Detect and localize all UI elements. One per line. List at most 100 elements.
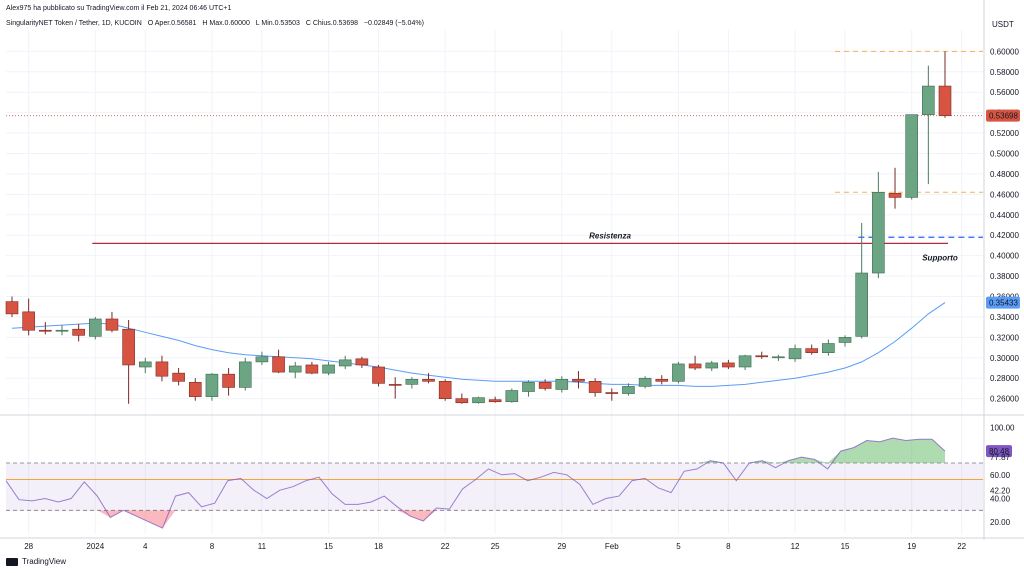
candle-up: [922, 85, 935, 115]
candle-up: [838, 337, 852, 343]
ma-value-badge-bg: [986, 296, 1020, 309]
price-tick-label: 0.40000: [990, 252, 1019, 261]
candle-down: [655, 378, 669, 382]
last-price-badge: 0.53698: [989, 112, 1018, 121]
price-tick-label: 0.48000: [990, 170, 1019, 179]
price-tick-label: 0.42000: [990, 231, 1019, 240]
candle-down: [688, 363, 702, 369]
candle-up: [738, 355, 752, 368]
price-tick-label: 0.52000: [990, 129, 1019, 138]
candle-down: [272, 356, 285, 373]
candle-up: [822, 343, 835, 354]
candle-up: [138, 361, 152, 368]
candle-up: [522, 382, 535, 392]
time-tick-label: 22: [441, 542, 450, 551]
candle-up: [322, 364, 335, 374]
rsi-value-badge-bg: [986, 445, 1012, 458]
candle-down: [438, 381, 452, 399]
candle-up: [55, 329, 69, 332]
candle-down: [755, 355, 769, 358]
candle-up: [405, 378, 419, 385]
price-tick-label: 0.32000: [990, 333, 1019, 342]
open-value: O Aper.0.56581: [147, 20, 197, 27]
time-tick-label: 19: [907, 542, 916, 551]
candle-down: [422, 378, 435, 382]
candle-down: [888, 193, 902, 198]
candle-up: [555, 378, 569, 390]
candle-down: [938, 85, 952, 116]
candle-down: [488, 399, 502, 403]
candle-up: [505, 390, 519, 403]
symbol-name[interactable]: SingularityNET Token / Tether, 1D, KUCOI…: [6, 20, 142, 27]
time-tick-label: 15: [841, 542, 850, 551]
time-tick-label: 12: [791, 542, 800, 551]
rsi-line: [5, 437, 946, 529]
candle-up: [855, 272, 868, 337]
candle-down: [722, 362, 735, 368]
price-tick-label: 0.58000: [990, 68, 1019, 77]
price-tick-label: 0.34000: [990, 313, 1019, 322]
time-tick-label: 4: [143, 542, 148, 551]
candle-up: [238, 361, 252, 388]
price-tick-label: 0.60000: [990, 47, 1019, 56]
candle-up: [672, 363, 685, 382]
candle-up: [788, 348, 802, 360]
candle-up: [872, 192, 885, 274]
resistance-label: Resistenza: [589, 231, 631, 240]
candle-down: [372, 366, 385, 384]
candle-up: [638, 377, 652, 387]
candle-up: [255, 356, 269, 363]
candle-down: [188, 382, 202, 397]
candle-up: [205, 373, 219, 397]
time-tick-label: 8: [210, 542, 215, 551]
candle-up: [622, 386, 635, 394]
rsi-overbought-fill: [6, 438, 945, 463]
brand-label: TradingView: [22, 557, 67, 566]
last-price-badge-bg: [986, 109, 1020, 122]
time-tick-label: 29: [557, 542, 566, 551]
candle-up: [288, 365, 302, 373]
support-label: Supporto: [922, 253, 958, 262]
tradingview-logo-icon: [6, 557, 18, 566]
candle-down: [155, 361, 169, 377]
time-tick-label: 2024: [86, 542, 104, 551]
rsi-tick-label: 40.00: [990, 494, 1011, 503]
rsi-tick-label: 20.00: [990, 518, 1011, 527]
rsi-oversold-fill: [6, 510, 945, 529]
rsi-signal-label: 42.20: [990, 487, 1011, 496]
price-tick-label: 0.26000: [990, 395, 1019, 404]
price-tick-label: 0.30000: [990, 354, 1019, 363]
rsi-upper-label: 77.87: [990, 453, 1011, 462]
time-tick-label: 15: [324, 542, 333, 551]
candle-down: [222, 373, 235, 388]
price-tick-label: 0.28000: [990, 374, 1019, 383]
candle-down: [105, 318, 119, 331]
candle-down: [39, 329, 52, 332]
published-caption: Alex975 ha pubblicato su TradingView.com…: [6, 5, 232, 12]
change-value: −0.02849 (−5.04%): [363, 20, 424, 27]
time-tick-label: 22: [957, 542, 966, 551]
candle-down: [305, 364, 319, 374]
ma-value-badge: 0.35433: [989, 299, 1018, 308]
time-tick-label: Feb: [605, 542, 619, 551]
rsi-tick-label: 60.00: [990, 471, 1011, 480]
candle-down: [538, 382, 552, 389]
symbol-legend: SingularityNET Token / Tether, 1D, KUCOI…: [6, 20, 428, 27]
candle-up: [772, 356, 785, 359]
candle-down: [572, 378, 585, 382]
time-tick-label: 18: [374, 542, 383, 551]
time-tick-label: 25: [491, 542, 500, 551]
candle-down: [5, 301, 19, 315]
moving-average-line: [11, 302, 946, 387]
price-tick-label: 0.44000: [990, 211, 1019, 220]
price-tick-label: 0.38000: [990, 272, 1019, 281]
time-tick-label: 8: [726, 542, 731, 551]
candle-down: [122, 328, 135, 366]
time-tick-label: 5: [676, 542, 681, 551]
time-tick-label: 28: [24, 542, 33, 551]
candle-down: [355, 358, 369, 366]
price-tick-label: 0.46000: [990, 190, 1019, 199]
footer: TradingView: [6, 557, 66, 566]
low-value: L Min.0.53503: [255, 20, 300, 27]
